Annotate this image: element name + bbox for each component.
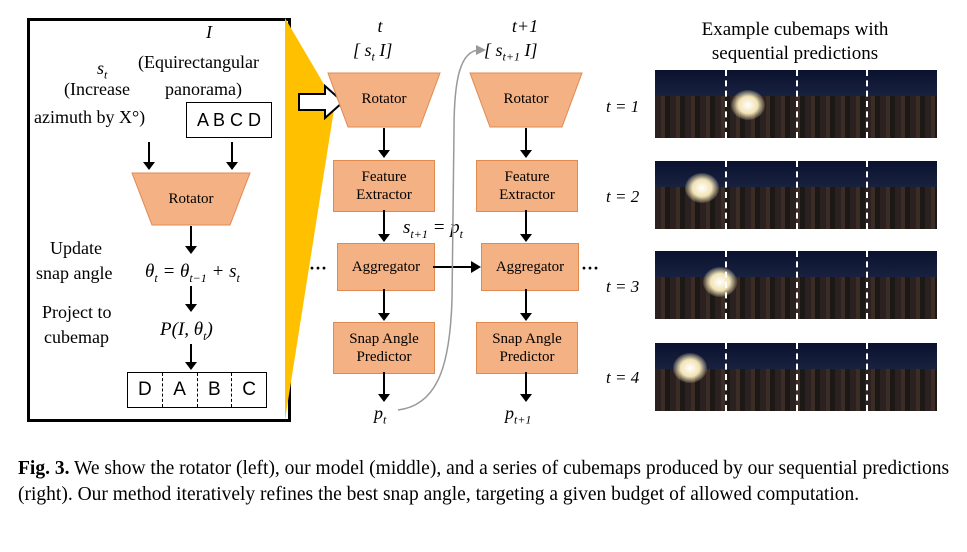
zoom-wedge bbox=[285, 18, 335, 420]
col-t1-arrow-3 bbox=[520, 289, 532, 321]
lantern-glow bbox=[731, 90, 765, 120]
face-divider bbox=[866, 70, 868, 138]
col-t1-arrow-2 bbox=[520, 210, 532, 242]
examples-title-1: Example cubemaps with bbox=[701, 19, 889, 40]
lantern-glow bbox=[673, 353, 707, 383]
lantern-glow bbox=[703, 267, 737, 297]
face-divider bbox=[231, 373, 233, 407]
project-text-2: cubemap bbox=[44, 327, 109, 347]
feedback-curve bbox=[397, 45, 486, 411]
col-t-time: t bbox=[377, 16, 383, 36]
abcd-box: A B C D bbox=[186, 102, 272, 138]
col-t1-arrow-1 bbox=[520, 128, 532, 158]
arrow-update-down bbox=[185, 286, 197, 312]
face-divider bbox=[725, 343, 727, 411]
face-divider bbox=[866, 343, 868, 411]
face-divider bbox=[196, 373, 198, 407]
input-hollow-arrow bbox=[298, 84, 345, 120]
caption-label: Fig. 3. bbox=[18, 458, 70, 479]
caption-text: We show the rotator (left), our model (m… bbox=[18, 458, 950, 505]
col-t1-rotator-label: Rotator bbox=[503, 91, 549, 107]
face-divider bbox=[796, 161, 798, 229]
arrow-project-down bbox=[185, 344, 197, 370]
equirect-text-1: (Equirectangular bbox=[138, 52, 259, 72]
lantern-glow bbox=[685, 173, 719, 203]
update-text-2: snap angle bbox=[36, 263, 113, 283]
col-t-rotator-label: Rotator bbox=[361, 91, 407, 107]
project-text-1: Project to bbox=[42, 302, 112, 322]
col-t-arrow-2 bbox=[378, 210, 390, 242]
arrows-to-rotator bbox=[143, 142, 238, 170]
col-t1-input: [ st+1 I] bbox=[484, 40, 538, 64]
face-divider bbox=[161, 373, 163, 407]
arrow-rotator-down bbox=[185, 226, 197, 254]
col-t-arrow-1 bbox=[378, 128, 390, 158]
example-row-label: t = 2 bbox=[606, 187, 640, 206]
face-divider bbox=[866, 251, 868, 319]
example-cubemap-t4 bbox=[655, 343, 937, 411]
cubemap-face: B bbox=[208, 379, 221, 400]
col-t1-output: pt+1 bbox=[505, 403, 532, 427]
increase-text-2: azimuth by X°) bbox=[34, 107, 146, 127]
col-t1-aggregator: Aggregator bbox=[481, 243, 579, 291]
left-rotator-label: Rotator bbox=[168, 191, 214, 207]
col-t1-feature-extractor: Feature Extractor bbox=[476, 160, 578, 212]
cubemap-box: D A B C bbox=[127, 372, 267, 408]
face-divider bbox=[796, 251, 798, 319]
example-row-label: t = 3 bbox=[606, 277, 640, 296]
right-ellipsis: ··· bbox=[581, 258, 600, 278]
col-t-rotator-shape bbox=[327, 72, 441, 128]
col-t1-time: t+1 bbox=[511, 16, 539, 36]
face-divider bbox=[796, 343, 798, 411]
cubemap-face: D bbox=[138, 379, 152, 400]
col-t-snap-predictor: Snap Angle Predictor bbox=[333, 322, 435, 374]
face-divider bbox=[725, 70, 727, 138]
figure-caption: Fig. 3. We show the rotator (left), our … bbox=[18, 456, 953, 508]
col-t-arrow-4 bbox=[378, 372, 390, 402]
col-t-output: pt bbox=[374, 403, 387, 427]
col-t1-arrow-4 bbox=[520, 372, 532, 402]
example-cubemap-t2 bbox=[655, 161, 937, 229]
left-ellipsis: ··· bbox=[309, 258, 328, 278]
cubemap-face: A bbox=[173, 379, 186, 400]
example-cubemap-t1 bbox=[655, 70, 937, 138]
col-t1-snap-predictor: Snap Angle Predictor bbox=[476, 322, 578, 374]
equirect-text-2: panorama) bbox=[165, 79, 242, 99]
increase-text-1: (Increase bbox=[64, 79, 130, 99]
update-text-1: Update bbox=[50, 238, 102, 258]
project-formula: P(I, θt) bbox=[160, 319, 213, 343]
face-divider bbox=[796, 70, 798, 138]
cubemap-face: C bbox=[242, 379, 256, 400]
example-row-label: t = 1 bbox=[606, 97, 640, 116]
col-t1-rotator-shape bbox=[469, 72, 583, 128]
col-t-arrow-3 bbox=[378, 289, 390, 321]
label-panorama-I: I bbox=[206, 22, 212, 42]
example-cubemap-t3 bbox=[655, 251, 937, 319]
examples-title-2: sequential predictions bbox=[711, 43, 879, 64]
col-t-input: [ st I] bbox=[353, 40, 393, 64]
face-divider bbox=[866, 161, 868, 229]
left-rotator-shape bbox=[131, 172, 251, 226]
example-row-label: t = 4 bbox=[606, 368, 640, 387]
face-divider bbox=[725, 161, 727, 229]
col-t-feature-extractor: Feature Extractor bbox=[333, 160, 435, 212]
face-divider bbox=[725, 251, 727, 319]
update-formula: θt = θt−1 + st bbox=[145, 261, 240, 285]
label-st: st bbox=[97, 58, 108, 82]
